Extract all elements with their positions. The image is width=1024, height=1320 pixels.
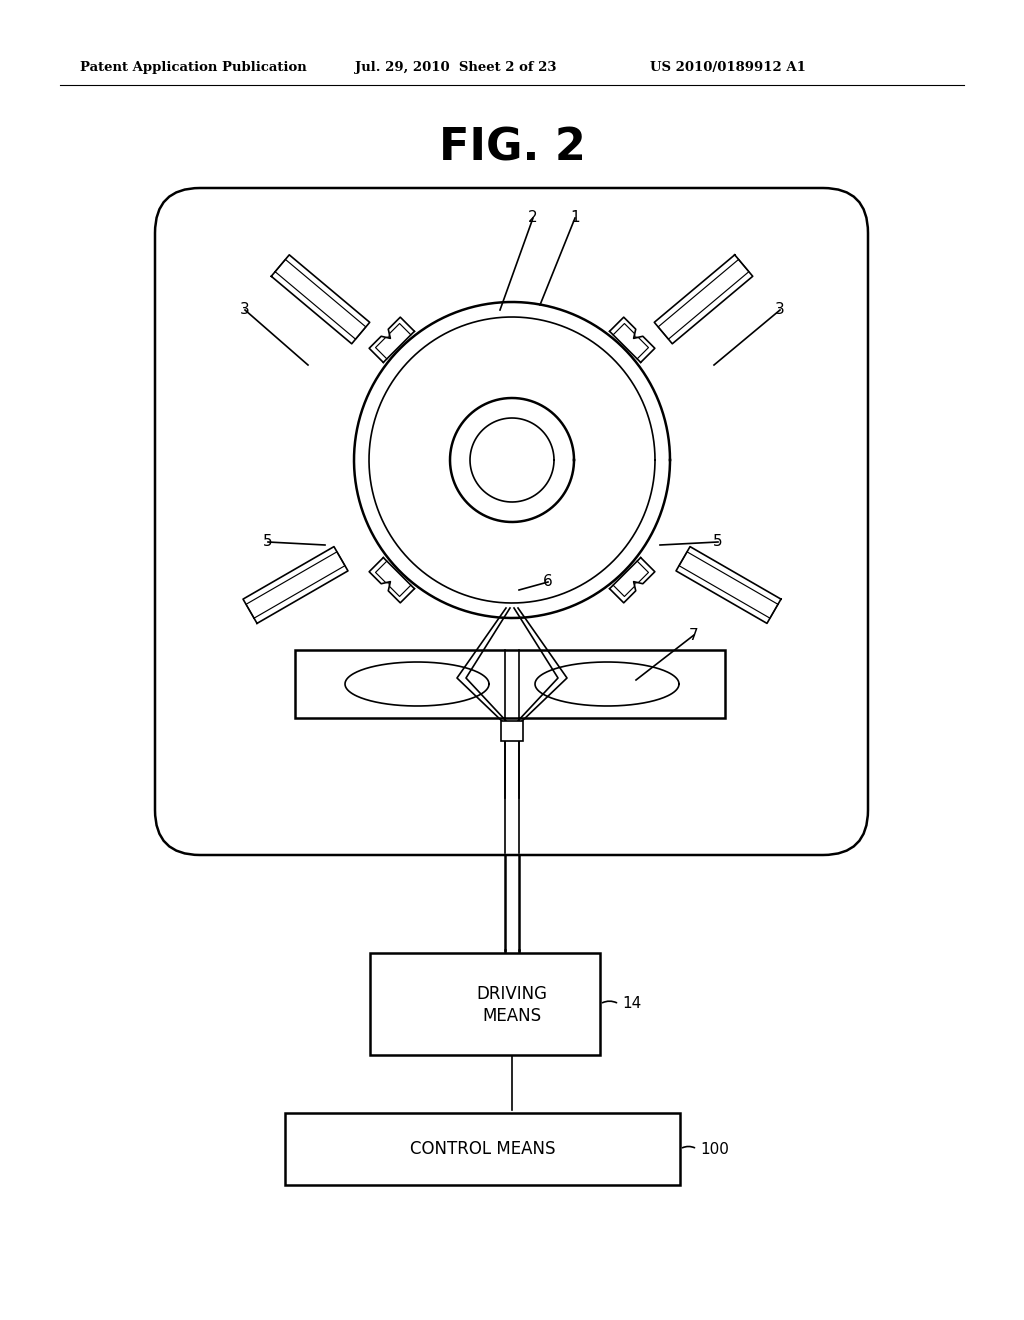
Text: 3: 3 <box>775 302 784 318</box>
Text: 6: 6 <box>543 574 553 590</box>
Polygon shape <box>243 546 348 623</box>
Text: US 2010/0189912 A1: US 2010/0189912 A1 <box>650 62 806 74</box>
Text: Patent Application Publication: Patent Application Publication <box>80 62 307 74</box>
Bar <box>285 1113 680 1185</box>
Text: 14: 14 <box>622 997 641 1011</box>
Text: CONTROL MEANS: CONTROL MEANS <box>410 1140 555 1158</box>
Text: 2: 2 <box>528 210 538 226</box>
Text: MEANS: MEANS <box>482 1007 542 1026</box>
Bar <box>295 649 725 718</box>
Text: FIG. 2: FIG. 2 <box>438 127 586 169</box>
Text: 5: 5 <box>713 535 723 549</box>
Text: 5: 5 <box>263 535 272 549</box>
Bar <box>501 721 523 741</box>
FancyBboxPatch shape <box>155 187 868 855</box>
Polygon shape <box>654 255 753 343</box>
Text: 7: 7 <box>689 627 698 643</box>
Text: 100: 100 <box>700 1142 729 1156</box>
Text: 3: 3 <box>240 302 250 318</box>
Polygon shape <box>676 546 781 623</box>
Text: 1: 1 <box>570 210 580 226</box>
Text: DRIVING: DRIVING <box>476 985 548 1003</box>
Bar <box>370 953 600 1055</box>
Text: Jul. 29, 2010  Sheet 2 of 23: Jul. 29, 2010 Sheet 2 of 23 <box>355 62 556 74</box>
Polygon shape <box>271 255 370 343</box>
